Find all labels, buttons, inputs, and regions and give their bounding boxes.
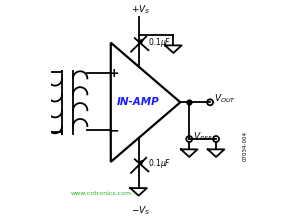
Text: −: − bbox=[108, 123, 119, 137]
Text: IN-AMP: IN-AMP bbox=[117, 97, 160, 107]
Text: www.cntronics.com: www.cntronics.com bbox=[71, 191, 132, 196]
Text: $V_{OUT}$: $V_{OUT}$ bbox=[214, 92, 236, 105]
Text: +: + bbox=[108, 67, 119, 80]
Text: $V_{REF}$: $V_{REF}$ bbox=[193, 131, 213, 143]
Text: $0.1\mu F$: $0.1\mu F$ bbox=[148, 36, 172, 49]
Text: $-V_S$: $-V_S$ bbox=[131, 204, 150, 217]
Text: $+V_S$: $+V_S$ bbox=[131, 3, 150, 16]
Text: $0.1\mu F$: $0.1\mu F$ bbox=[148, 157, 172, 170]
Text: 07034-004: 07034-004 bbox=[243, 131, 248, 161]
